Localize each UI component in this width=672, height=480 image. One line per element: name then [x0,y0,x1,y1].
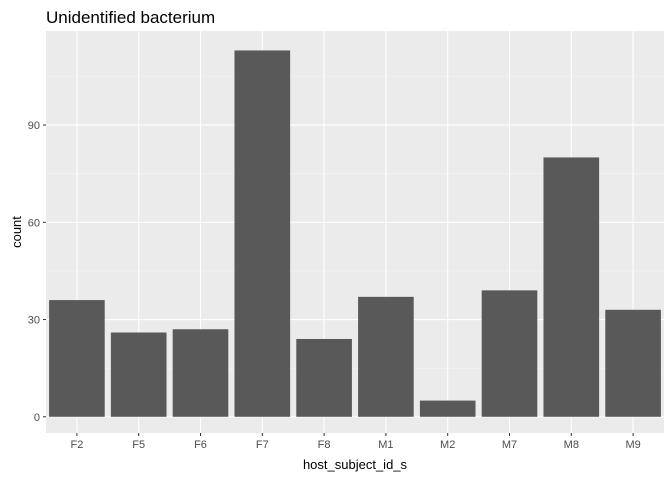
x-tick-label: M7 [502,439,517,451]
x-axis-label: host_subject_id_s [303,457,408,472]
bar-f2 [49,300,105,417]
bar-m7 [481,290,538,417]
x-tick-label: F6 [194,439,207,451]
y-tick-label: 30 [28,315,40,327]
bars [49,50,661,417]
x-tick-label: F8 [318,439,331,451]
x-axis: F2 F5 F6 F7 F8 M1 M2 M7 M8 M9 [70,433,641,451]
y-tick-label: 60 [28,217,40,229]
bar-f5 [110,332,167,417]
x-tick-label: F5 [132,439,145,451]
bar-m1 [358,296,414,417]
bar-m2 [419,400,476,417]
y-axis: 0 30 60 90 [28,120,46,424]
x-tick-label: M2 [440,439,455,451]
x-tick-label: F7 [256,439,269,451]
bar-f7 [234,50,291,417]
chart-title: Unidentified bacterium [46,8,215,27]
x-tick-label: M1 [378,439,393,451]
bar-f8 [296,338,352,417]
y-tick-label: 0 [34,412,40,424]
y-axis-label: count [9,216,24,248]
x-tick-label: F2 [70,439,83,451]
bar-f6 [172,329,229,417]
bar-m9 [605,309,661,417]
x-tick-label: M9 [625,439,640,451]
bar-m8 [543,157,600,417]
y-tick-label: 90 [28,120,40,132]
x-tick-label: M8 [564,439,579,451]
